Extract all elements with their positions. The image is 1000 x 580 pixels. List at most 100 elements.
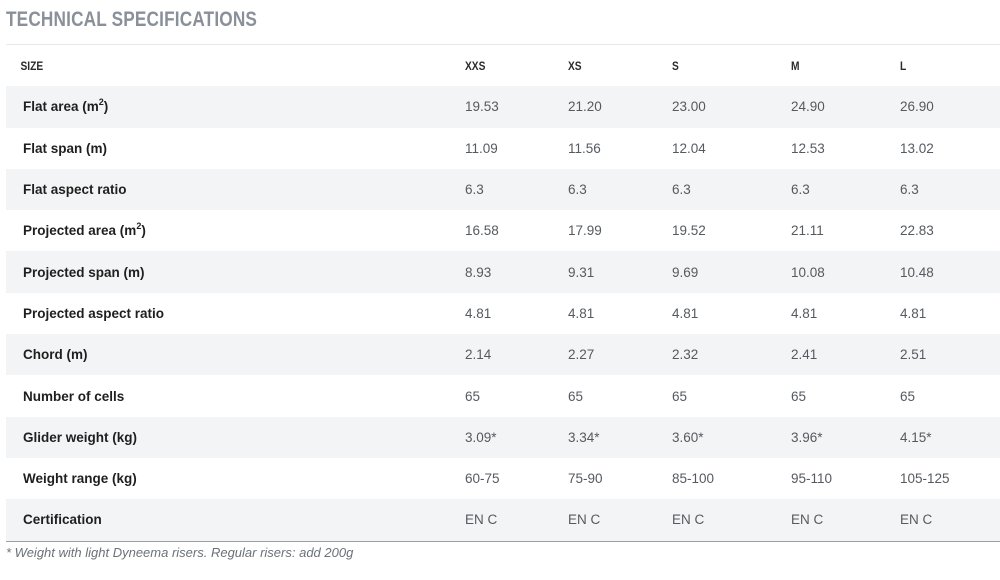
table-cell: 3.60* xyxy=(672,429,704,445)
row-label-text: Glider weight (kg) xyxy=(23,429,138,445)
table-cell: 21.20 xyxy=(568,99,602,115)
table-cell: 3.96* xyxy=(791,429,823,445)
table-row: Flat span (m) 11.09 11.56 12.04 12.53 13.02 xyxy=(6,127,1000,169)
table-cell: 2.51 xyxy=(900,347,927,363)
row-label: Flat area (m2) xyxy=(6,86,465,127)
table-cell: 95-110 xyxy=(791,471,833,487)
table-cell: 2.14 xyxy=(465,347,492,363)
table-cell: 65 xyxy=(900,388,916,404)
table-cell: 75-90 xyxy=(568,471,603,487)
title-divider xyxy=(6,44,1000,45)
table-cell: 6.3 xyxy=(672,182,691,198)
row-label: Projected aspect ratio xyxy=(6,293,465,334)
table-cell: 3.34* xyxy=(568,429,600,445)
table-cell: 13.02 xyxy=(900,140,934,156)
row-label-superscript: 2 xyxy=(98,96,104,107)
table-cell: 9.69 xyxy=(672,264,699,280)
table-cell: EN C xyxy=(568,512,601,528)
table-cell: EN C xyxy=(465,512,498,528)
table-row: Flat aspect ratio 6.3 6.3 6.3 6.3 6.3 xyxy=(6,168,1000,211)
table-cell: 60-75 xyxy=(465,471,500,487)
row-label: Weight range (kg) xyxy=(6,458,465,499)
row-label: Projected span (m) xyxy=(6,251,465,292)
table-row: Flat area (m2) 19.53 21.20 23.00 24.90 26.90 xyxy=(6,86,1000,128)
row-label-text: Projected area (m xyxy=(23,223,137,239)
row-label: Flat span (m) xyxy=(6,128,465,169)
table-cell: 85-100 xyxy=(672,471,715,487)
table-cell: 4.81 xyxy=(672,305,699,321)
row-label-text: Flat area (m xyxy=(23,99,99,115)
table-cell: 19.53 xyxy=(465,99,499,115)
row-label-text: Chord (m) xyxy=(23,347,88,363)
table-cell: 4.81 xyxy=(568,305,595,321)
row-label: Glider weight (kg) xyxy=(6,417,465,458)
table-cell: 65 xyxy=(465,388,481,404)
row-label: Projected area (m2) xyxy=(6,210,465,251)
table-cell: 10.08 xyxy=(791,264,825,280)
row-label: Number of cells xyxy=(6,375,465,416)
table-cell: 6.3 xyxy=(900,182,919,198)
table-cell: 65 xyxy=(791,388,807,404)
row-label: Flat aspect ratio xyxy=(6,169,465,210)
table-cell: 17.99 xyxy=(568,223,602,239)
row-label-suffix: ) xyxy=(103,99,109,115)
row-label-text: Number of cells xyxy=(23,388,125,404)
table-cell: 10.48 xyxy=(900,264,934,280)
page-title: TECHNICAL SPECIFICATIONS xyxy=(6,8,258,31)
table-cell: 65 xyxy=(672,388,688,404)
table-cell: 26.90 xyxy=(900,99,934,115)
footnote: * Weight with light Dyneema risers. Regu… xyxy=(6,545,354,560)
table-cell: 4.81 xyxy=(465,305,492,321)
table-cell: EN C xyxy=(672,512,705,528)
table-cell: 21.11 xyxy=(791,223,824,239)
row-label-suffix: ) xyxy=(141,223,146,239)
table-row: Projected span (m) 8.93 9.31 9.69 10.08 10.48 xyxy=(6,251,1000,293)
table-row: Projected area (m2) 16.58 17.99 19.52 21.11 2… xyxy=(6,210,1000,252)
table-cell: 2.32 xyxy=(672,347,699,363)
table-cell: 8.93 xyxy=(465,264,492,280)
row-label-text: Certification xyxy=(23,512,102,528)
table-cell: 6.3 xyxy=(791,182,810,198)
table-row: Chord (m) 2.14 2.27 2.32 2.41 2.51 xyxy=(6,334,1000,376)
size-header-l: L xyxy=(900,58,907,73)
table-cell: 65 xyxy=(568,388,584,404)
row-label-superscript: 2 xyxy=(136,220,142,231)
row-label-text: Weight range (kg) xyxy=(23,471,137,487)
table-row: Glider weight (kg) 3.09* 3.34* 3.60* 3.96* 4.… xyxy=(6,416,1000,458)
table-cell: 3.09* xyxy=(465,429,497,445)
row-label-text: Flat aspect ratio xyxy=(23,182,127,198)
size-header-xs: XS xyxy=(568,58,582,73)
size-header-m: M xyxy=(791,58,800,73)
table-bottom-divider xyxy=(6,541,1000,542)
table-cell: 11.56 xyxy=(568,140,601,156)
table-cell: 6.3 xyxy=(465,182,484,198)
table-cell: 9.31 xyxy=(568,264,595,280)
table-cell: 2.41 xyxy=(791,347,818,363)
size-header: SIZE xyxy=(20,58,44,73)
size-header-xxs: XXS xyxy=(465,58,486,73)
table-cell: 12.53 xyxy=(791,140,825,156)
table-cell: 19.52 xyxy=(672,223,706,239)
table-cell: 11.09 xyxy=(465,140,498,156)
table-row: Weight range (kg) 60-75 75-90 85-100 95-110 1… xyxy=(6,457,1000,500)
specifications-table: SIZE XXS XS S M L Flat area (m2) 19.53 21.… xyxy=(6,45,1000,541)
size-header-s: S xyxy=(672,58,679,73)
table-cell: 4.15* xyxy=(900,429,932,445)
table-cell: 2.27 xyxy=(568,347,595,363)
table-row: Certification EN C EN C EN C EN C EN C xyxy=(6,499,1000,541)
table-cell: EN C xyxy=(791,512,824,528)
table-row: Number of cells 65 65 65 65 65 xyxy=(6,375,1000,417)
table-header-row: SIZE XXS XS S M L xyxy=(6,45,1000,86)
row-label: Chord (m) xyxy=(6,334,465,375)
table-cell: 105-125 xyxy=(900,471,950,487)
table-cell: 23.00 xyxy=(672,99,706,115)
row-label-text: Projected span (m) xyxy=(23,264,145,280)
table-cell: 4.81 xyxy=(900,305,927,321)
table-cell: 4.81 xyxy=(791,305,818,321)
table-cell: 22.83 xyxy=(900,223,934,239)
row-label-text: Projected aspect ratio xyxy=(23,305,165,321)
row-label: Certification xyxy=(6,499,465,540)
row-label-text: Flat span (m) xyxy=(23,140,108,156)
table-cell: 24.90 xyxy=(791,99,825,115)
table-cell: 16.58 xyxy=(465,223,499,239)
